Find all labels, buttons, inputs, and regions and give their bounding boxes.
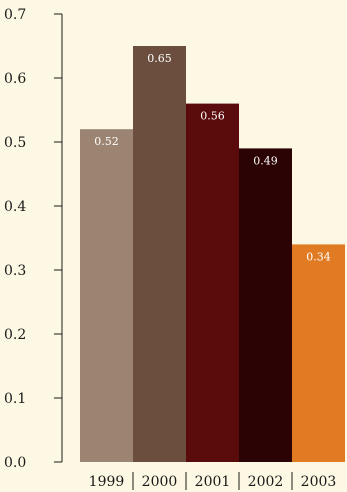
x-tick-label: 2003	[301, 474, 337, 490]
y-tick-label: 0.4	[4, 199, 26, 215]
y-tick-label: 0.5	[4, 135, 26, 151]
x-tick-label: 1999	[89, 474, 125, 490]
data-labels: 0.52 0.65 0.56 0.49 0.34	[94, 52, 331, 263]
bar	[186, 103, 239, 462]
bar	[239, 148, 292, 462]
y-tick-label: 0.7	[4, 7, 26, 23]
bar	[80, 129, 133, 462]
data-label: 0.49	[253, 154, 278, 167]
x-tick-label: 2001	[195, 474, 231, 490]
x-axis: 1999 2000 2001 2002 2003	[89, 472, 337, 490]
bar	[292, 244, 345, 462]
data-label: 0.56	[200, 110, 225, 123]
data-label: 0.65	[147, 52, 172, 65]
data-label: 0.34	[306, 250, 331, 263]
y-tick-label: 0.6	[4, 71, 26, 87]
y-axis: 0.0 0.1 0.2 0.3 0.4 0.5 0.6 0.7	[4, 7, 63, 471]
y-tick-label: 0.2	[4, 327, 26, 343]
x-tick-label: 2000	[142, 474, 178, 490]
x-tick-label: 2002	[248, 474, 284, 490]
data-label: 0.52	[94, 135, 119, 148]
y-tick-label: 0.1	[4, 391, 26, 407]
bars	[80, 46, 345, 462]
y-tick-label: 0.3	[4, 263, 26, 279]
bar	[133, 46, 186, 462]
y-tick-label: 0.0	[4, 455, 26, 471]
